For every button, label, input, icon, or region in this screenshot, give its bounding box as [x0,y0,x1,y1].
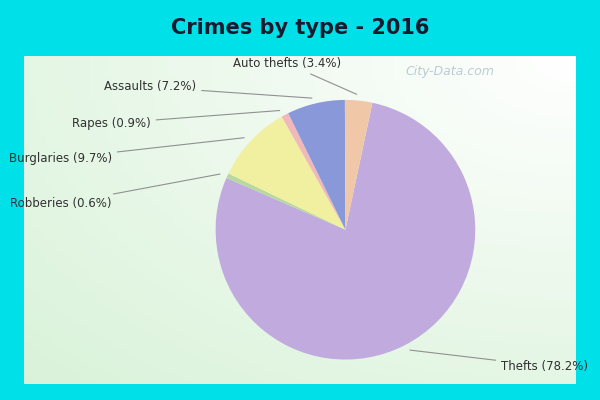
Text: Rapes (0.9%): Rapes (0.9%) [72,110,280,130]
Text: Thefts (78.2%): Thefts (78.2%) [410,350,588,372]
Wedge shape [345,100,373,230]
Wedge shape [226,174,346,230]
Wedge shape [215,103,475,360]
Wedge shape [282,113,346,230]
Text: Crimes by type - 2016: Crimes by type - 2016 [171,18,429,38]
Wedge shape [288,100,346,230]
Text: Auto thefts (3.4%): Auto thefts (3.4%) [233,57,357,94]
Text: Burglaries (9.7%): Burglaries (9.7%) [8,138,244,165]
Wedge shape [229,117,346,230]
Text: Robberies (0.6%): Robberies (0.6%) [10,174,220,210]
Text: City-Data.com: City-Data.com [406,66,494,78]
Text: Assaults (7.2%): Assaults (7.2%) [104,80,312,98]
